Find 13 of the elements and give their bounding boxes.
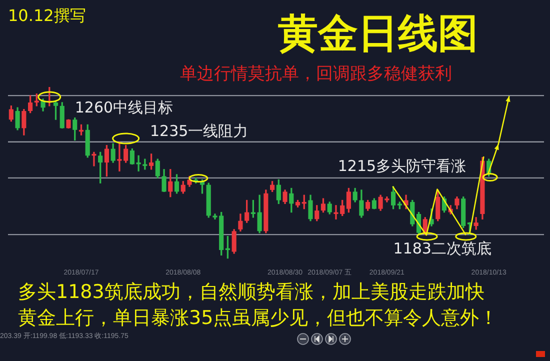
ref-line-label: 1260中线目标 xyxy=(74,98,174,116)
candlestick xyxy=(92,152,96,166)
ref-line-label: 1183二次筑底 xyxy=(393,239,492,258)
candlestick xyxy=(117,142,122,172)
chart-subtitle: 10.12撰写 xyxy=(8,6,86,27)
chart-title: 黄金日线图 xyxy=(278,9,478,59)
text: 黄金上行，单日暴涨35点虽属少见，但也不算令人意外！ xyxy=(18,306,498,331)
candlestick xyxy=(142,158,148,170)
ref-line-label: 1235一线阻力 xyxy=(150,122,248,140)
text: 多头1183筑底成功，自然顺势看涨，加上美股走跌加快 xyxy=(18,280,484,305)
text: 单边行情莫抗单，回调跟多稳健获利 xyxy=(180,63,452,85)
candlestick xyxy=(474,217,478,230)
ref-line-label: 1215多头防守看涨 xyxy=(338,156,466,175)
